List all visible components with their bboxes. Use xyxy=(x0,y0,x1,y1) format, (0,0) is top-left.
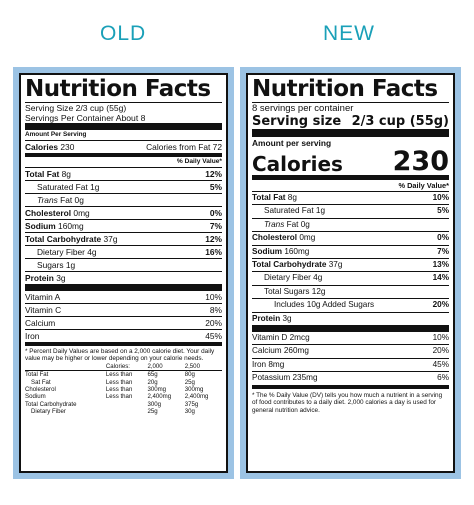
new-calories-value: 230 xyxy=(392,146,449,177)
new-vitamin-row: Potassium 235mg 6% xyxy=(252,371,449,384)
old-thick-divider xyxy=(25,283,222,291)
old-serving-size: Serving Size 2/3 cup (55g) xyxy=(25,103,127,113)
old-nutrient-row: Sugars 1g xyxy=(25,257,222,271)
old-calories-row: Calories 230 Calories from Fat 72 xyxy=(25,139,222,153)
new-nutrient-row: Includes 10g Added Sugars 20% xyxy=(252,298,449,311)
old-heading: OLD xyxy=(100,22,147,45)
old-footer-table: Calories: 2,000 2,500 Total Fat Less than 65… xyxy=(25,363,222,416)
old-nutrient-row: Cholesterol 0mg 0% xyxy=(25,205,222,218)
old-servings-per-container: Servings Per Container About 8 xyxy=(25,113,146,123)
old-footer-row: Total Fat Less than 65g 80g xyxy=(25,371,195,379)
new-nutrient-row: Saturated Fat 1g 5% xyxy=(252,204,449,217)
old-nutrition-label: Nutrition Facts Serving Size 2/3 cup (55… xyxy=(19,73,228,473)
old-nutrient-row: Saturated Fat 1g 5% xyxy=(25,179,222,193)
new-serving-size-label: Serving size xyxy=(252,114,342,129)
old-nutrient-row: Sodium 160mg 7% xyxy=(25,218,222,231)
new-nutrient-row: Sodium 160mg 7% xyxy=(252,244,449,258)
old-nutrient-row: Protein 3g xyxy=(25,270,222,284)
old-calories-value: 230 xyxy=(60,141,75,152)
new-heading: NEW xyxy=(323,22,375,45)
new-serving-size-row: Serving size 2/3 cup (55g) xyxy=(252,114,449,129)
old-vitamin-row: Iron 45% xyxy=(25,328,222,341)
old-footnote: * Percent Daily Values are based on a 2,… xyxy=(25,347,215,363)
new-footnote: * The % Daily Value (DV) tells you how m… xyxy=(252,391,443,414)
new-medium-divider xyxy=(252,384,449,389)
old-nutrient-row: Dietary Fiber 4g 16% xyxy=(25,244,222,258)
new-vitamin-row: Vitamin D 2mcg 10% xyxy=(252,333,449,343)
new-amount-per-serving: Amount per serving xyxy=(252,138,332,148)
old-nutrient-row: Total Fat 8g 12% xyxy=(25,166,222,179)
old-calories-label: Calories xyxy=(25,141,59,152)
old-title: Nutrition Facts xyxy=(25,78,222,103)
old-footer-row: Dietary Fiber 25g 30g xyxy=(31,408,195,416)
old-vitamin-row: Vitamin A 10% xyxy=(25,291,222,302)
new-nutrient-row: Protein 3g xyxy=(252,311,449,325)
new-medium-divider xyxy=(252,175,449,180)
old-footer-row: Sodium Less than 2,400mg 2,400mg xyxy=(25,393,209,401)
old-footer-header: Calories: 2,000 2,500 xyxy=(25,363,222,371)
old-calories-from-fat: Calories from Fat 72 xyxy=(146,141,222,152)
old-footer-row: Total Carbohydrate 300g 375g xyxy=(25,400,199,408)
new-nutrition-label: Nutrition Facts 8 servings per container… xyxy=(246,73,455,473)
old-medium-divider xyxy=(25,341,222,346)
new-label-frame: Nutrition Facts 8 servings per container… xyxy=(240,67,461,479)
new-servings-per-container: 8 servings per container xyxy=(252,103,354,114)
old-nutrient-row: Trans Fat 0g xyxy=(25,192,222,206)
new-nutrient-row: Total Sugars 12g xyxy=(252,284,449,298)
new-nutrient-row: Cholesterol 0mg 0% xyxy=(252,231,449,244)
new-vitamin-row: Iron 8mg 45% xyxy=(252,357,449,371)
new-calories-label: Calories xyxy=(252,152,343,176)
new-vitamin-row: Calcium 260mg 20% xyxy=(252,344,449,357)
old-footer-row: Sat Fat Less than 20g 25g xyxy=(31,378,195,386)
new-daily-value-header: % Daily Value* xyxy=(398,181,449,190)
old-vitamin-row: Calcium 20% xyxy=(25,315,222,328)
new-calories-row: Calories 230 xyxy=(252,148,449,175)
old-label-frame: Nutrition Facts Serving Size 2/3 cup (55… xyxy=(13,67,234,479)
new-thick-divider xyxy=(252,325,449,333)
old-daily-value-header: % Daily Value* xyxy=(176,157,222,165)
new-serving-size-value: 2/3 cup (55g) xyxy=(351,114,449,129)
new-nutrient-row: Total Fat 8g 10% xyxy=(252,191,449,204)
new-thick-divider xyxy=(252,129,449,137)
old-nutrient-row: Total Carbohydrate 37g 12% xyxy=(25,231,222,244)
old-footer-row: Cholesterol Less than 300mg 300mg xyxy=(25,386,204,393)
old-thick-divider xyxy=(25,123,222,130)
new-nutrient-row: Trans Fat 0g xyxy=(252,217,449,231)
new-title: Nutrition Facts xyxy=(252,78,449,103)
old-medium-divider xyxy=(25,152,222,157)
new-nutrient-row: Total Carbohydrate 37g 13% xyxy=(252,258,449,271)
new-nutrient-row: Dietary Fiber 4g 14% xyxy=(252,271,449,284)
old-vitamin-row: Vitamin C 8% xyxy=(25,302,222,315)
old-amount-per-serving: Amount Per Serving xyxy=(25,131,87,138)
